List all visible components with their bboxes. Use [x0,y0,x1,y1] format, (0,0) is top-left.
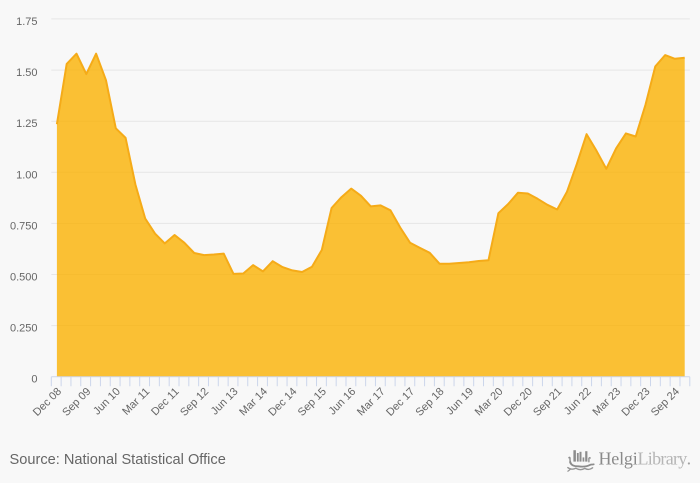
svg-text:1.00: 1.00 [16,169,37,181]
svg-text:Source: National Statistical O: Source: National Statistical Office [10,452,226,468]
svg-text:1.25: 1.25 [16,118,37,130]
svg-text:HelgiLibrary.: HelgiLibrary. [599,449,691,469]
svg-text:0: 0 [31,374,37,386]
svg-text:1.75: 1.75 [16,16,37,28]
svg-text:0.750: 0.750 [10,220,38,232]
svg-text:0.500: 0.500 [10,272,38,284]
svg-text:0.250: 0.250 [10,323,38,335]
svg-text:1.50: 1.50 [16,67,37,79]
